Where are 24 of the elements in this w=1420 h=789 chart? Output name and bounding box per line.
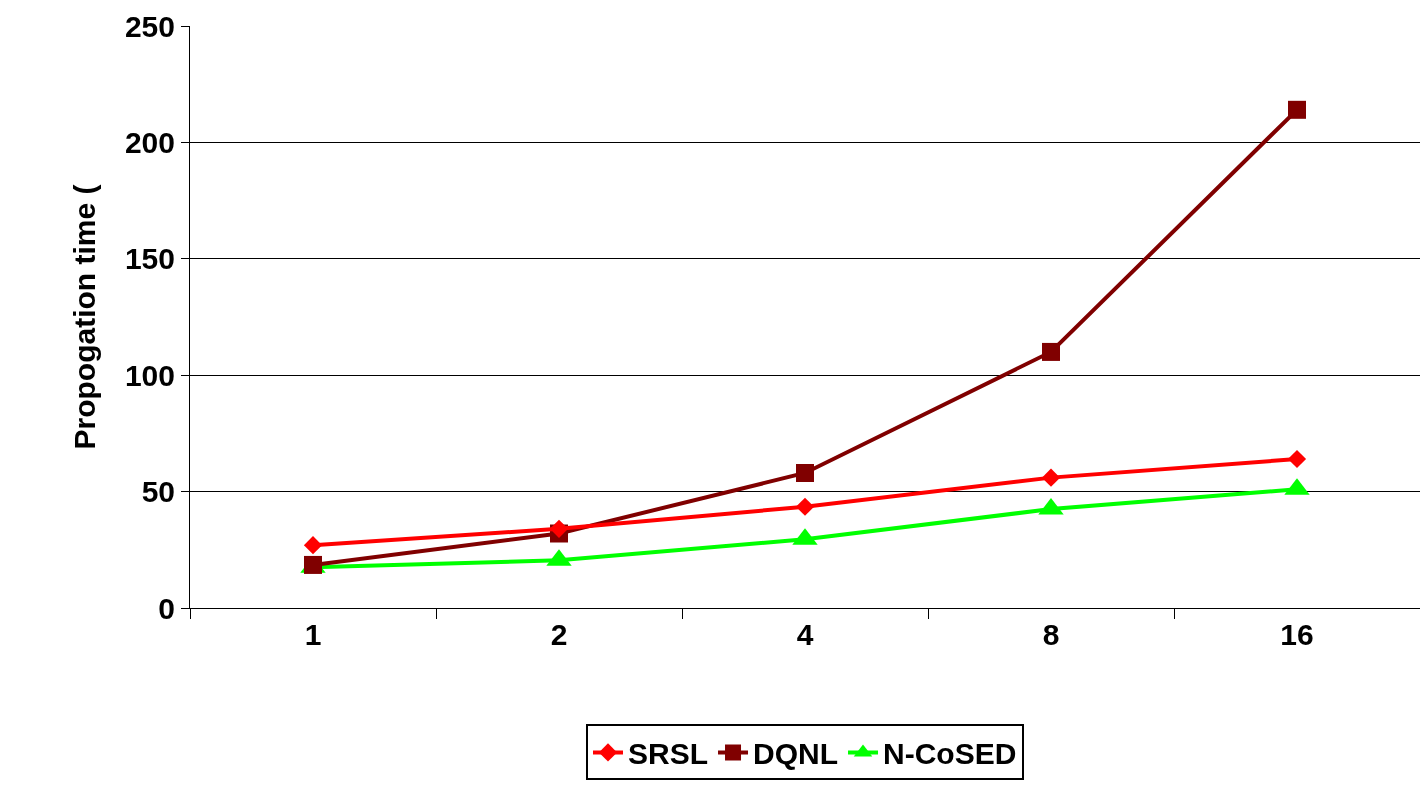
- x-tick-label: 1: [304, 618, 322, 651]
- point: [303, 536, 323, 555]
- y-tick-label: 0: [158, 591, 175, 625]
- y-axis-title: Propogation time (: [67, 184, 101, 450]
- y-tick-label: 150: [124, 242, 175, 276]
- point: [549, 519, 569, 538]
- point: [1287, 449, 1307, 469]
- y-tick-label: 100: [124, 358, 175, 392]
- y-tick-label: 250: [124, 9, 175, 43]
- point: [304, 555, 322, 574]
- point: [795, 497, 815, 516]
- legend-label: N-CoSED: [883, 737, 1017, 771]
- point: [1041, 468, 1061, 487]
- legend-label: DQNL: [753, 737, 839, 771]
- x-tick-label: 4: [796, 618, 814, 651]
- y-tick-label: 200: [124, 125, 175, 159]
- x-tick-label: 16: [1280, 618, 1314, 651]
- x-tick-label: 2: [550, 618, 568, 651]
- x-tick-label: 8: [1042, 618, 1060, 651]
- point: [1288, 100, 1306, 119]
- point: [796, 463, 814, 482]
- point: [1042, 342, 1060, 361]
- y-tick-label: 50: [141, 475, 175, 509]
- legend-label: SRSL: [628, 737, 709, 771]
